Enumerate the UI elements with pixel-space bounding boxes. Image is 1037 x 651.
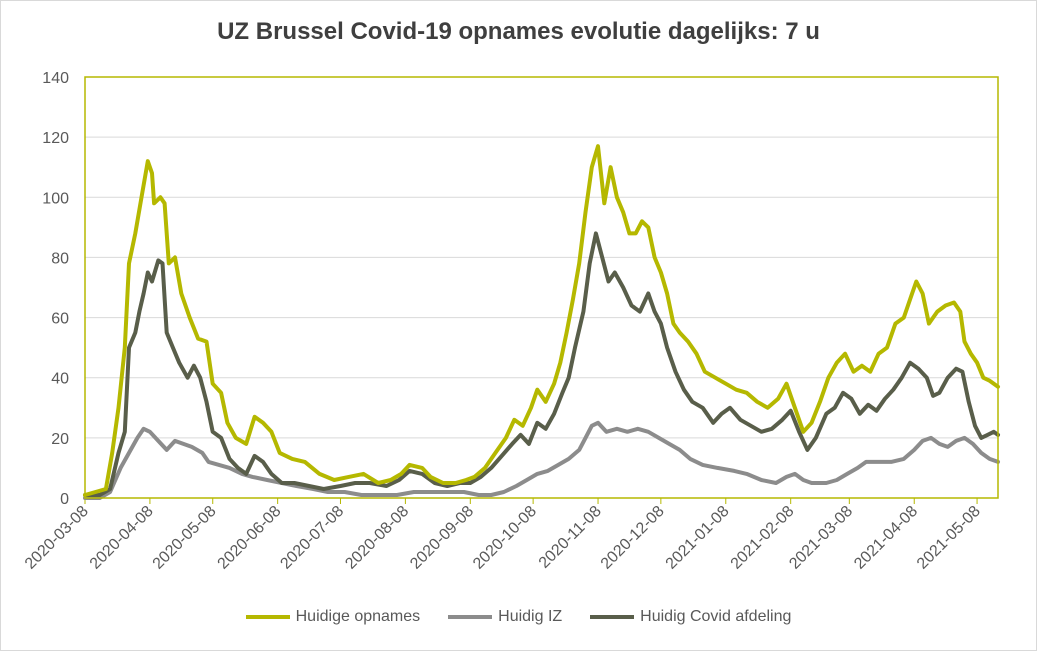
y-tick-label: 140 xyxy=(42,70,69,87)
legend-item: Huidig IZ xyxy=(448,608,562,626)
plot-area-border xyxy=(84,76,999,499)
legend-swatch xyxy=(448,615,493,619)
y-tick-label: 0 xyxy=(60,491,69,508)
legend-swatch xyxy=(245,615,290,619)
x-tick-label: 2020-06-08 xyxy=(215,503,285,573)
x-tick-label: 2020-03-08 xyxy=(22,503,92,573)
y-tick-label: 100 xyxy=(42,190,69,207)
x-tick-label: 2021-01-08 xyxy=(663,503,733,573)
legend-label: Huidig Covid afdeling xyxy=(640,608,792,625)
x-tick-label: 2020-11-08 xyxy=(536,503,605,572)
legend-swatch xyxy=(590,615,635,619)
legend-item: Huidig Covid afdeling xyxy=(590,608,791,626)
legend-label: Huidig IZ xyxy=(498,608,563,625)
y-tick-label: 40 xyxy=(51,371,69,388)
x-tick-label: 2021-03-08 xyxy=(786,503,856,573)
x-tick-label: 2020-04-08 xyxy=(87,503,157,573)
legend-item: Huidige opnames xyxy=(245,608,421,626)
legend: Huidige opnames Huidig IZ Huidig Covid afd… xyxy=(0,608,1037,626)
y-tick-label: 80 xyxy=(51,250,69,267)
x-tick-label: 2020-12-08 xyxy=(598,503,668,573)
series-line-0 xyxy=(83,144,1000,497)
x-tick-label: 2021-04-08 xyxy=(851,503,921,573)
series-line-2 xyxy=(83,231,1000,497)
x-tick-label: 2021-05-08 xyxy=(914,503,984,573)
legend-label: Huidige opnames xyxy=(295,608,421,625)
y-tick-label: 120 xyxy=(42,130,69,147)
x-tick-label: 2020-10-08 xyxy=(470,503,540,573)
x-tick-label: 2020-08-08 xyxy=(342,503,412,573)
y-tick-label: 20 xyxy=(51,431,69,448)
x-tick-label: 2020-09-08 xyxy=(407,503,477,573)
series-line-1 xyxy=(83,420,1000,500)
x-tick-label: 2020-07-08 xyxy=(277,503,347,573)
chart-title: UZ Brussel Covid-19 opnames evolutie dag… xyxy=(217,18,820,45)
y-tick-label: 60 xyxy=(51,311,69,328)
x-tick-label: 2020-05-08 xyxy=(150,503,220,573)
